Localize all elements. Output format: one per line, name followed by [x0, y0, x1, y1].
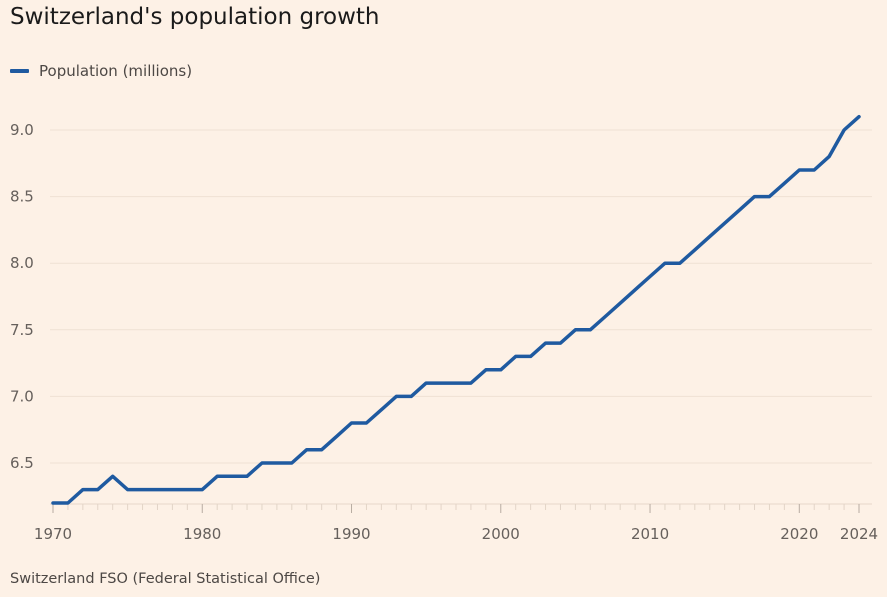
x-tick-label: 1980	[183, 525, 221, 543]
y-tick-label: 8.5	[10, 188, 34, 206]
x-tick-label: 1970	[34, 525, 72, 543]
x-tick-label: 2000	[482, 525, 520, 543]
axis-layer: 6.5 7.0 7.5 8.0 8.5 9.0 1970 1980 1990 2000 2010 20…	[10, 121, 878, 543]
y-tick-label: 6.5	[10, 454, 34, 472]
series-line-population	[51, 114, 861, 505]
y-tick-label: 9.0	[10, 121, 34, 139]
source-note: Switzerland FSO (Federal Statistical Off…	[10, 571, 321, 587]
y-tick-label: 8.0	[10, 254, 34, 272]
legend-label: Population (millions)	[39, 62, 193, 80]
y-tick-label: 7.0	[10, 387, 34, 405]
x-tick-label: 2020	[780, 525, 818, 543]
grid-layer	[50, 129, 872, 464]
x-tick-label: 2024	[840, 525, 878, 543]
legend-swatch	[10, 69, 29, 73]
legend: Population (millions)	[10, 62, 192, 80]
series-layer	[51, 114, 861, 505]
chart-title: Switzerland's population growth	[10, 4, 380, 30]
x-tick-label: 1990	[332, 525, 370, 543]
y-tick-label: 7.5	[10, 321, 34, 339]
x-tick-label: 2010	[631, 525, 669, 543]
